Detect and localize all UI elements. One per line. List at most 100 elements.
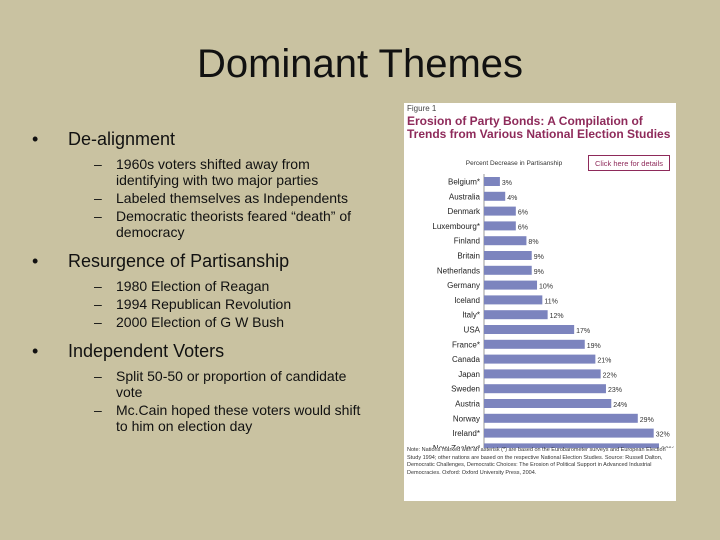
bullet-text: De-alignment bbox=[68, 129, 176, 149]
sub-bullet-text: Democratic theorists feared “death” of d… bbox=[116, 208, 351, 240]
bar bbox=[484, 413, 638, 423]
details-button[interactable]: Click here for details bbox=[588, 155, 670, 171]
bar bbox=[484, 369, 601, 379]
sub-bullet-text: 2000 Election of G W Bush bbox=[116, 314, 285, 330]
dash-icon: – bbox=[94, 402, 102, 418]
value-label: 9% bbox=[534, 269, 544, 276]
bullet-dot-icon: • bbox=[32, 341, 39, 361]
sub-bullet-item: –1980 Election of Reagan bbox=[32, 278, 367, 294]
value-label: 24% bbox=[613, 402, 627, 409]
bar bbox=[484, 221, 516, 231]
dash-icon: – bbox=[94, 368, 102, 384]
bullet-dot-icon: • bbox=[32, 129, 39, 149]
category-label: Sweden bbox=[451, 385, 480, 394]
value-label: 6% bbox=[518, 210, 528, 217]
figure-notes: Note: Nations marked with an asterisk (*… bbox=[407, 447, 666, 476]
value-label: 22% bbox=[603, 372, 617, 379]
sub-bullet-item: –1994 Republican Revolution bbox=[32, 296, 367, 312]
sub-bullet-text: Labeled themselves as Independents bbox=[116, 190, 348, 206]
dash-icon: – bbox=[94, 208, 102, 224]
bullet-dot-icon: • bbox=[32, 251, 39, 271]
value-label: 6% bbox=[518, 224, 528, 231]
sub-bullet-text: Mc.Cain hoped these voters would shift t… bbox=[116, 402, 361, 434]
value-label: 8% bbox=[528, 239, 538, 246]
bar bbox=[484, 295, 543, 305]
bar bbox=[484, 265, 532, 275]
category-label: Denmark bbox=[448, 207, 481, 216]
bar bbox=[484, 399, 612, 408]
value-label: 3% bbox=[502, 180, 512, 187]
bullet-list: • De-alignment –1960s voters shifted away… bbox=[32, 128, 367, 444]
bar bbox=[484, 236, 527, 246]
bar bbox=[484, 251, 532, 260]
bullet-item: • Independent Voters bbox=[32, 340, 367, 362]
value-label: 10% bbox=[539, 284, 553, 291]
bullet-item: • De-alignment bbox=[32, 128, 367, 150]
sub-bullet-text: 1994 Republican Revolution bbox=[116, 296, 292, 312]
category-label: Ireland* bbox=[452, 429, 480, 438]
sub-bullet-text: Split 50-50 or proportion of candidate v… bbox=[116, 368, 347, 400]
bullet-text: Resurgence of Partisanship bbox=[68, 251, 290, 271]
category-label: Netherlands bbox=[437, 266, 480, 275]
bar bbox=[484, 310, 548, 320]
category-label: Australia bbox=[449, 192, 481, 201]
category-label: Italy* bbox=[462, 311, 480, 320]
sub-bullet-item: – Labeled themselves as Independents bbox=[32, 190, 367, 206]
sub-bullet-item: – Mc.Cain hoped these voters would shift … bbox=[32, 402, 367, 434]
sub-bullet-item: –1960s voters shifted away from identify… bbox=[32, 156, 367, 188]
bar bbox=[484, 191, 506, 201]
value-label: 12% bbox=[550, 313, 564, 320]
bar bbox=[484, 280, 538, 290]
bar-chart: Belgium* 3% Australia 4% Denmark 6% Luxembourg… bbox=[432, 174, 675, 448]
dash-icon: – bbox=[94, 156, 102, 172]
dash-icon: – bbox=[94, 314, 102, 330]
bar bbox=[484, 354, 596, 364]
value-label: 32% bbox=[656, 432, 670, 439]
dash-icon: – bbox=[94, 278, 102, 294]
bar bbox=[484, 339, 585, 349]
chart-title: Erosion of Party Bonds: A Compilation of… bbox=[407, 114, 671, 141]
category-label: France* bbox=[452, 340, 480, 349]
value-label: 21% bbox=[597, 358, 611, 365]
sub-bullet-text: 1980 Election of Reagan bbox=[116, 278, 270, 294]
category-label: Finland bbox=[454, 237, 480, 246]
sub-bullet-item: – Democratic theorists feared “death” of … bbox=[32, 208, 367, 240]
chart-xlabel: Percent Decrease in Partisanship bbox=[465, 160, 563, 167]
category-label: Canada bbox=[452, 355, 481, 364]
value-label: 9% bbox=[534, 254, 544, 261]
category-label: Norway bbox=[453, 414, 480, 423]
bullet-group-dealignment: • De-alignment –1960s voters shifted away… bbox=[32, 128, 367, 240]
chart-figure: Figure 1 Erosion of Party Bonds: A Compi… bbox=[404, 103, 676, 501]
bar bbox=[484, 443, 659, 448]
bullet-group-independents: • Independent Voters – Split 50-50 or prop… bbox=[32, 340, 367, 434]
value-label: 33% bbox=[661, 446, 675, 448]
value-label: 17% bbox=[576, 328, 590, 335]
category-label: Germany bbox=[447, 281, 480, 290]
dash-icon: – bbox=[94, 190, 102, 206]
bar bbox=[484, 325, 575, 334]
slide-title: Dominant Themes bbox=[196, 42, 524, 86]
bullet-text: Independent Voters bbox=[68, 341, 225, 361]
category-label: Luxembourg* bbox=[432, 222, 480, 231]
category-label: Britain bbox=[457, 252, 480, 261]
bar bbox=[484, 384, 606, 394]
value-label: 23% bbox=[608, 387, 622, 394]
value-label: 4% bbox=[507, 195, 517, 202]
value-label: 19% bbox=[587, 343, 601, 350]
bullet-group-partisanship: • Resurgence of Partisanship –1980 Electi… bbox=[32, 250, 367, 330]
bar bbox=[484, 428, 654, 438]
sub-bullet-text: 1960s voters shifted away from identifyi… bbox=[116, 156, 319, 188]
category-label: Belgium* bbox=[448, 178, 480, 187]
category-label: USA bbox=[464, 326, 481, 335]
category-label: Austria bbox=[455, 400, 480, 409]
value-label: 11% bbox=[544, 298, 558, 305]
dash-icon: – bbox=[94, 296, 102, 312]
category-label: New Zealand bbox=[433, 444, 480, 448]
value-label: 29% bbox=[640, 417, 654, 424]
category-label: Iceland bbox=[454, 296, 480, 305]
sub-bullet-item: –2000 Election of G W Bush bbox=[32, 314, 367, 330]
figure-label: Figure 1 bbox=[407, 104, 437, 113]
category-label: Japan bbox=[458, 370, 480, 379]
bar bbox=[484, 177, 500, 186]
bullet-item: • Resurgence of Partisanship bbox=[32, 250, 367, 272]
